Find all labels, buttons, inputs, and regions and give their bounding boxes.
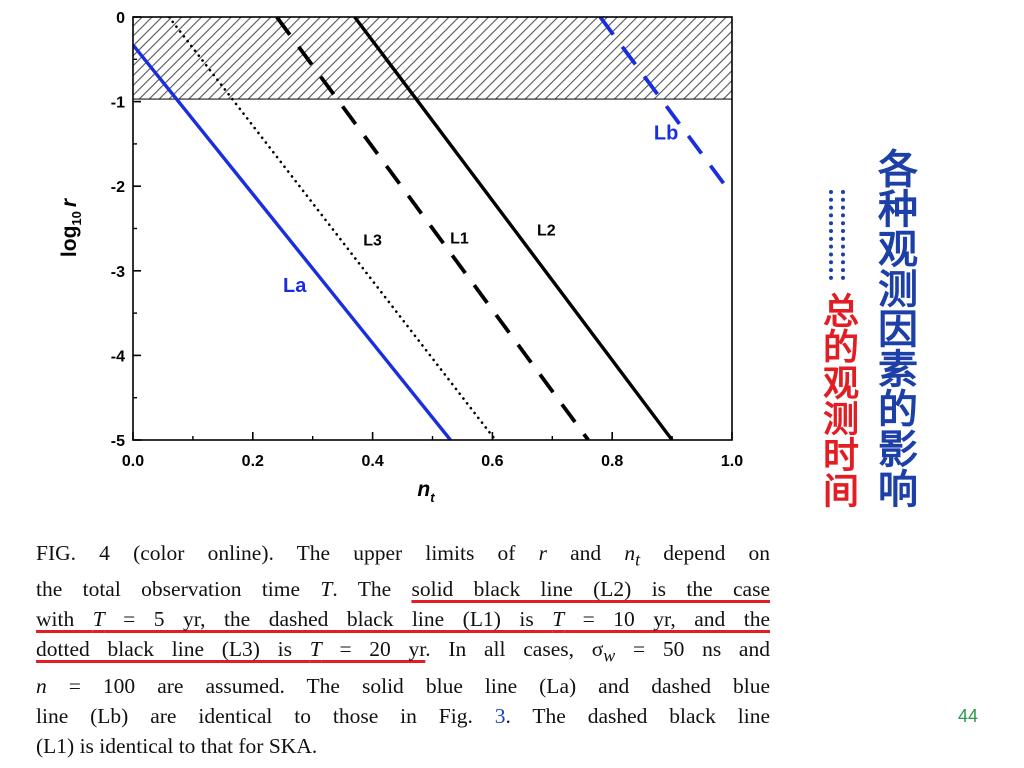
figure-caption: FIG. 4 (color online). The upper limits … [36, 538, 770, 761]
caption-line-4: dotted black line (L3) is T = 20 yr. In … [36, 637, 770, 666]
side-title-factors: 各种观测因素的影响 [871, 148, 917, 508]
figure-4-plot: 0.0 0.2 0.4 0.6 0.8 1.0 0 -1 -2 -3 -4 -5 La L3 L1 L2 Lb… [58, 10, 743, 505]
x-tick-label: 0.2 [242, 453, 264, 470]
x-axis-label: nt [417, 478, 435, 505]
caption-line-7: (L1) is identical to that for SKA. [36, 733, 318, 758]
excluded-region-hatch [132, 16, 733, 100]
series-label-la: La [283, 275, 307, 297]
x-axis-label-sub: t [430, 490, 435, 505]
series-line-l2 [353, 17, 674, 440]
y-axis-label: log10 r [58, 197, 84, 257]
series-label-l1: L1 [450, 231, 469, 248]
x-tick-label: 0.8 [601, 453, 623, 470]
y-tick-label: -4 [111, 348, 125, 365]
y-tick-label: -5 [111, 433, 125, 450]
y-axis-label-var: r [58, 197, 81, 207]
page-number: 44 [958, 706, 979, 726]
caption-line-3: with T = 5 yr, the dashed black line (L1… [36, 607, 771, 632]
x-tick-label: 0.6 [481, 453, 503, 470]
series-label-l3: L3 [363, 232, 382, 249]
series-line-la [133, 43, 452, 440]
caption-line-6: line (Lb) are identical to those in Fig.… [36, 703, 770, 728]
series-label-l2: L2 [537, 222, 556, 239]
series-line-l3 [167, 17, 497, 440]
y-axis-label-sub: 10 [69, 211, 84, 225]
side-subtitle-observation-time: 总的观测时间 [817, 292, 858, 508]
caption-line-5: n = 100 are assumed. The solid blue line… [36, 673, 770, 698]
y-axis-label-log: log [58, 226, 81, 258]
caption-line-2: the total observation time T. The solid … [36, 577, 770, 602]
series-label-lb: Lb [654, 123, 678, 145]
y-tick-label: -3 [111, 264, 125, 281]
y-tick-label: -1 [111, 95, 125, 112]
x-axis-label-var: n [417, 478, 430, 501]
side-dotted-connector [829, 190, 845, 280]
series-line-l1 [275, 17, 590, 440]
y-tick-label: -2 [111, 179, 125, 196]
caption-line-1: FIG. 4 (color online). The upper limits … [36, 541, 770, 570]
x-tick-label: 0.0 [122, 453, 144, 470]
fig-3-link[interactable]: 3 [494, 703, 506, 728]
y-tick-label: 0 [116, 10, 125, 27]
x-tick-label: 0.4 [361, 453, 383, 470]
x-tick-label: 1.0 [721, 453, 743, 470]
